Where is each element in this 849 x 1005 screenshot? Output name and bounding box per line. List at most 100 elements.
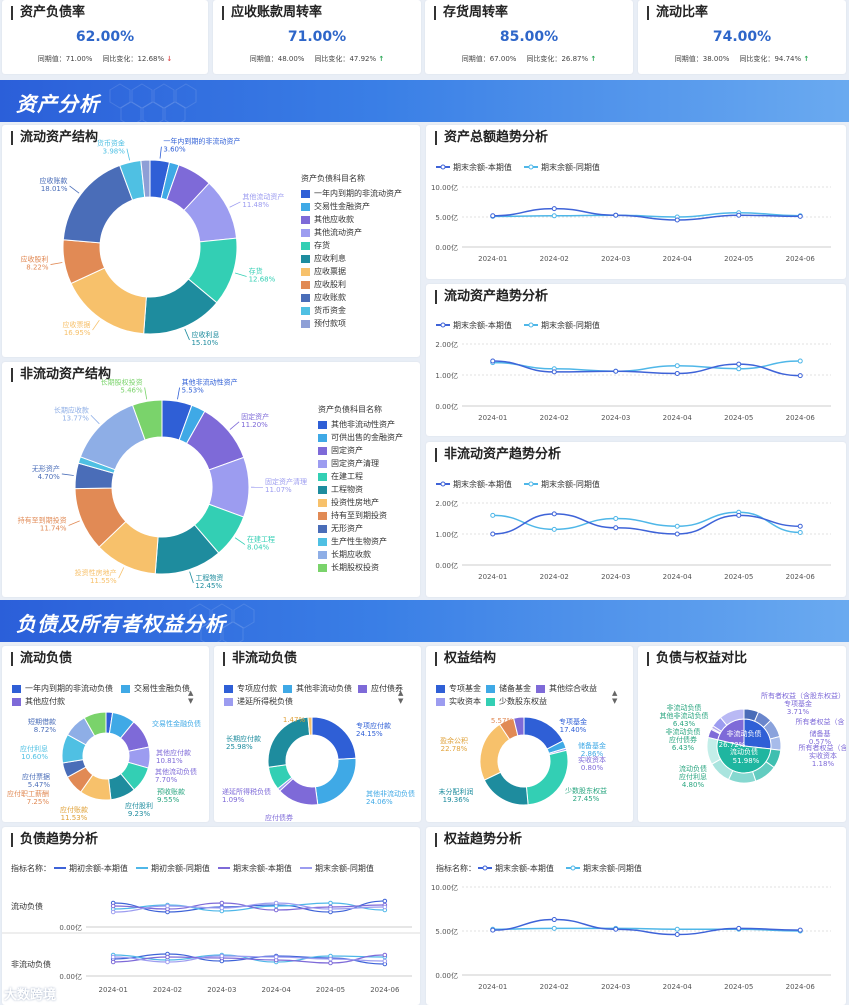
series-point[interactable] bbox=[110, 903, 116, 909]
chart-legend[interactable]: 期末余额-本期值 期末余额-同期值 bbox=[478, 863, 642, 873]
part-slice[interactable] bbox=[513, 716, 525, 737]
previous-series-point[interactable] bbox=[551, 925, 557, 931]
previous-series-point[interactable] bbox=[613, 516, 619, 521]
current-series-point[interactable] bbox=[490, 358, 496, 364]
current-series-point[interactable] bbox=[797, 373, 803, 379]
series-point[interactable] bbox=[382, 952, 388, 958]
current-series-point[interactable] bbox=[551, 369, 557, 375]
legend-item[interactable]: 工程物资 bbox=[318, 483, 403, 496]
legend-item[interactable]: 其他应收款 bbox=[301, 213, 402, 226]
legend-item[interactable]: 生产性生物资产 bbox=[318, 535, 403, 548]
series-point[interactable] bbox=[219, 905, 225, 911]
series-point[interactable] bbox=[273, 907, 279, 913]
current-series-point[interactable] bbox=[797, 523, 803, 529]
part-slice[interactable] bbox=[267, 716, 311, 768]
series-point[interactable] bbox=[110, 954, 116, 960]
current-series-point[interactable] bbox=[490, 531, 496, 537]
current-series-point[interactable] bbox=[551, 206, 557, 212]
previous-series-point[interactable] bbox=[674, 523, 680, 529]
current-series-point[interactable] bbox=[797, 213, 803, 219]
outer-slice[interactable] bbox=[769, 735, 782, 751]
current-series-point[interactable] bbox=[490, 927, 496, 933]
current-series-point[interactable] bbox=[551, 511, 557, 517]
current-series-point[interactable] bbox=[674, 531, 680, 537]
chart-legend[interactable]: 期末余额-本期值 期末余额-同期值 bbox=[436, 479, 600, 489]
legend-item[interactable]: 应付债券 bbox=[358, 682, 403, 695]
current-series-point[interactable] bbox=[736, 361, 742, 367]
previous-series-point[interactable] bbox=[551, 213, 557, 219]
legend-item[interactable]: 货币资金 bbox=[301, 304, 402, 317]
previous-series-point[interactable] bbox=[797, 529, 803, 535]
series-point[interactable] bbox=[165, 903, 170, 909]
legend-item[interactable]: 应收账款 bbox=[301, 291, 402, 304]
part-slice[interactable] bbox=[525, 749, 569, 806]
series-point[interactable] bbox=[273, 954, 279, 960]
legend-item[interactable]: 可供出售的金融资产 bbox=[318, 431, 403, 444]
series-point[interactable] bbox=[328, 900, 333, 906]
part-slice[interactable] bbox=[311, 716, 357, 760]
current-series-point[interactable] bbox=[797, 927, 803, 933]
chart-legend[interactable]: 期末余额-本期值 期末余额-同期值 bbox=[436, 320, 600, 330]
legend-item[interactable]: 实收资本 bbox=[436, 695, 481, 708]
current-series-point[interactable] bbox=[613, 926, 619, 932]
series-point[interactable] bbox=[165, 959, 170, 965]
legend-item[interactable]: 其他非流动负债 bbox=[283, 682, 352, 695]
current-series-point[interactable] bbox=[674, 370, 680, 376]
legend-item[interactable]: 应收股利 bbox=[301, 278, 402, 291]
legend-item[interactable]: 储备基金 bbox=[486, 682, 531, 695]
legend-item[interactable]: 专项基金 bbox=[436, 682, 481, 695]
legend-item[interactable]: 其他应付款 bbox=[12, 695, 65, 708]
current-series-point[interactable] bbox=[674, 932, 680, 938]
current-series-point[interactable] bbox=[736, 212, 742, 218]
previous-series-point[interactable] bbox=[674, 363, 680, 369]
part-slice[interactable] bbox=[314, 757, 357, 806]
series-point[interactable] bbox=[382, 904, 388, 910]
previous-series-point[interactable] bbox=[797, 358, 803, 364]
series-point[interactable] bbox=[273, 900, 279, 906]
previous-series-point[interactable] bbox=[674, 926, 680, 932]
legend-scroll-icon[interactable]: ▲ ▼ bbox=[188, 689, 194, 705]
series-point[interactable] bbox=[110, 959, 116, 965]
legend-item[interactable]: 持有至到期投资 bbox=[318, 509, 403, 522]
legend-scroll-icon[interactable]: ▲ ▼ bbox=[612, 689, 618, 705]
legend-item[interactable]: 存货 bbox=[301, 239, 402, 252]
current-series-point[interactable] bbox=[613, 525, 619, 531]
legend-item[interactable]: 固定资产清理 bbox=[318, 457, 403, 470]
previous-series-point[interactable] bbox=[551, 526, 557, 532]
asset-slice[interactable] bbox=[131, 399, 163, 441]
part-slice[interactable] bbox=[307, 716, 313, 736]
series-point[interactable] bbox=[165, 954, 170, 960]
legend-item[interactable]: 一年内到期的非流动负债 bbox=[12, 682, 113, 695]
legend-item[interactable]: 长期应收款 bbox=[318, 548, 403, 561]
series-point[interactable] bbox=[219, 953, 225, 959]
current-series-point[interactable] bbox=[551, 917, 557, 923]
series-point[interactable] bbox=[328, 906, 333, 912]
legend-item[interactable]: 其他流动资产 bbox=[301, 226, 402, 239]
legend-item[interactable]: 少数股东权益 bbox=[486, 695, 547, 708]
legend-item[interactable]: 其他综合收益 bbox=[536, 682, 597, 695]
asset-slice[interactable] bbox=[79, 404, 146, 471]
part-slice[interactable] bbox=[83, 711, 107, 737]
legend-item[interactable]: 在建工程 bbox=[318, 470, 403, 483]
series-point[interactable] bbox=[110, 909, 116, 915]
legend-item[interactable]: 交易性金融资产 bbox=[301, 200, 402, 213]
legend-item[interactable]: 预付款项 bbox=[301, 317, 402, 330]
series-point[interactable] bbox=[382, 898, 388, 904]
legend-item[interactable]: 专项应付款 bbox=[224, 682, 277, 695]
previous-series-point[interactable] bbox=[736, 366, 742, 372]
legend-item[interactable]: 无形资产 bbox=[318, 522, 403, 535]
legend-scroll-icon[interactable]: ▲ ▼ bbox=[398, 689, 404, 705]
series-point[interactable] bbox=[382, 958, 388, 964]
current-series-point[interactable] bbox=[736, 512, 742, 518]
asset-slice[interactable] bbox=[140, 159, 151, 198]
legend-item[interactable]: 其他非流动性资产 bbox=[318, 418, 403, 431]
asset-slice[interactable] bbox=[62, 164, 134, 244]
legend-item[interactable]: 长期股权投资 bbox=[318, 561, 403, 574]
legend-item[interactable]: 投资性房地产 bbox=[318, 496, 403, 509]
outer-slice[interactable] bbox=[719, 708, 745, 726]
current-series-point[interactable] bbox=[674, 217, 680, 223]
series-point[interactable] bbox=[328, 956, 333, 962]
current-series-point[interactable] bbox=[490, 213, 496, 219]
legend-item[interactable]: 固定资产 bbox=[318, 444, 403, 457]
legend-item[interactable]: 应收票据 bbox=[301, 265, 402, 278]
